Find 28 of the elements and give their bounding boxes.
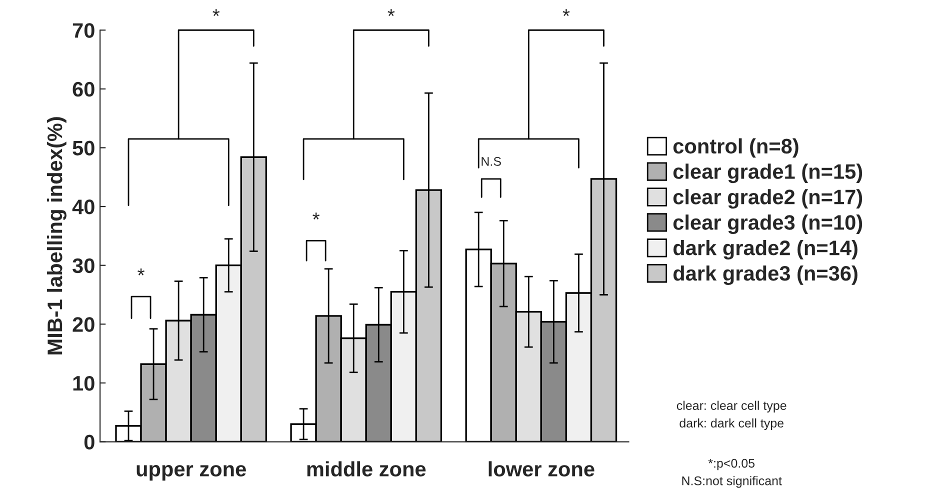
y-axis-title: MIB-1 labelling index(%) xyxy=(46,117,66,354)
annotation: * xyxy=(138,268,145,276)
y-tick-label: 30 xyxy=(72,258,94,274)
x-tick-label: middle zone xyxy=(307,461,426,477)
y-tick-label: 0 xyxy=(84,434,94,450)
text: clear: clear cell type xyxy=(676,400,786,412)
text: N.S:not significant xyxy=(682,476,782,488)
annotation: * xyxy=(312,212,320,220)
y-tick-label: 40 xyxy=(72,200,94,214)
y-tick-label: 50 xyxy=(72,140,94,156)
x-tick-label: lower zone xyxy=(488,461,594,477)
x-tick-label: upper zone xyxy=(136,465,246,481)
text: * xyxy=(388,9,395,16)
y-tick-label: 20 xyxy=(72,317,94,332)
legend-label: control (n=8) xyxy=(673,138,798,158)
legend-label: dark grade3 (n=36) xyxy=(673,265,858,285)
text: * xyxy=(562,9,570,16)
text: dark: dark cell type xyxy=(680,418,784,430)
legend-label: dark grade2 (n=14) xyxy=(673,240,858,260)
legend-label: clear grade3 (n=10) xyxy=(673,214,862,234)
legend-label: clear grade2 (n=17) xyxy=(673,189,862,209)
y-tick-label: 10 xyxy=(73,376,94,391)
y-tick-label: 60 xyxy=(72,82,94,97)
text: *:p<0.05 xyxy=(708,458,755,470)
annotation: N.S xyxy=(482,156,501,166)
y-tick-label: 70 xyxy=(72,23,94,38)
text: * xyxy=(212,9,220,16)
legend-label: clear grade1 (n=15) xyxy=(673,164,862,184)
